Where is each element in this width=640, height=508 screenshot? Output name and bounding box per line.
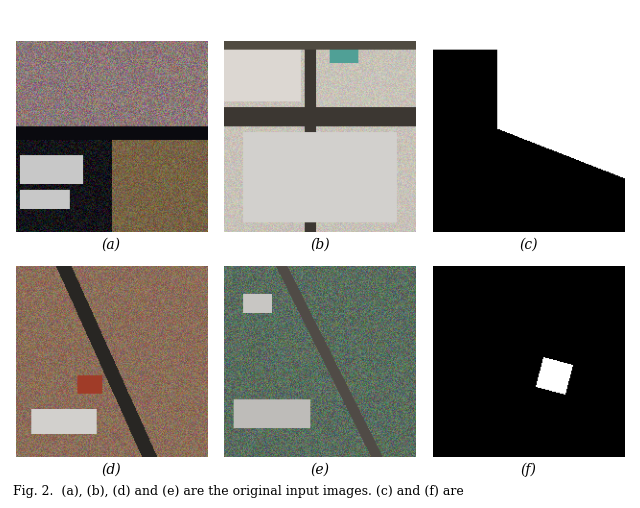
X-axis label: (e): (e) xyxy=(310,463,330,477)
X-axis label: (b): (b) xyxy=(310,237,330,251)
X-axis label: (d): (d) xyxy=(102,463,121,477)
X-axis label: (c): (c) xyxy=(520,237,538,251)
Text: Fig. 2.  (a), (b), (d) and (e) are the original input images. (c) and (f) are: Fig. 2. (a), (b), (d) and (e) are the or… xyxy=(13,485,463,498)
X-axis label: (f): (f) xyxy=(521,463,537,477)
X-axis label: (a): (a) xyxy=(102,237,121,251)
